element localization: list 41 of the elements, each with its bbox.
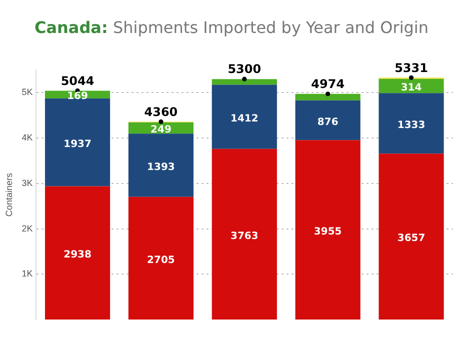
bar <box>378 93 444 154</box>
point <box>408 75 414 80</box>
data-label: 1937 <box>64 138 92 150</box>
y-tick-label: 1K <box>22 268 33 279</box>
total-label: 5044 <box>60 74 94 88</box>
y-axis-title: Containers <box>4 172 14 217</box>
total-label: 4974 <box>311 76 345 91</box>
bar <box>212 148 277 320</box>
data-label: 249 <box>150 124 172 136</box>
point <box>242 76 247 82</box>
data-label: 3657 <box>397 233 426 244</box>
data-label: 1333 <box>397 120 426 131</box>
data-label: 3763 <box>230 230 258 242</box>
bar <box>295 140 360 320</box>
data-label: 3955 <box>314 226 342 238</box>
point <box>326 92 330 96</box>
total-label: 5300 <box>228 62 262 76</box>
total-label: 5331 <box>394 60 428 75</box>
data-label: 876 <box>317 116 338 128</box>
y-tick-label: 5K <box>22 87 33 98</box>
bar <box>295 94 360 100</box>
data-label: 2705 <box>147 254 175 266</box>
data-label: 1393 <box>147 162 175 173</box>
point <box>158 119 164 124</box>
bar <box>44 186 110 320</box>
bar <box>212 84 277 149</box>
chart-title: Canada: Shipments Imported by Year and Origin <box>33 18 430 37</box>
y-tick-label: 3K <box>22 178 33 188</box>
data-label: 314 <box>400 82 422 94</box>
bar <box>295 100 360 140</box>
bar <box>128 196 194 320</box>
bar <box>44 98 110 186</box>
data-label: 169 <box>67 91 88 102</box>
bar <box>212 79 277 85</box>
bar <box>378 154 444 320</box>
y-tick-label: 2K <box>22 223 33 234</box>
y-tick-label: 4K <box>22 132 33 143</box>
total-label: 4360 <box>144 104 178 119</box>
bar <box>128 134 194 197</box>
data-label: 2938 <box>64 250 92 261</box>
data-label: 1412 <box>230 113 258 124</box>
